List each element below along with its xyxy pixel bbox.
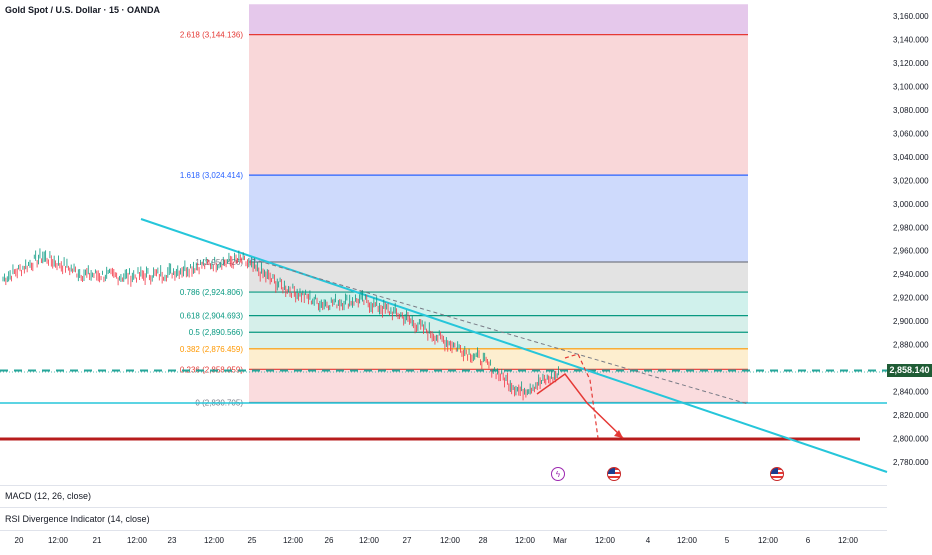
pane-divider-macd: [0, 485, 887, 486]
time-tick-label: 6: [806, 536, 811, 545]
time-tick-label: 12:00: [359, 536, 380, 545]
alt-projection-path: [564, 353, 599, 439]
rsi-label[interactable]: RSI Divergence Indicator (14, close): [5, 514, 150, 524]
time-tick-label: 12:00: [595, 536, 616, 545]
price-tick-label: 2,840.000: [893, 388, 929, 397]
pane-divider-rsi: [0, 507, 887, 508]
time-tick-label: 25: [248, 536, 257, 545]
fib-zone-1: [249, 34, 748, 176]
time-tick-label: 12:00: [515, 536, 536, 545]
fib-level-label: 1 (2,950.426): [195, 258, 243, 267]
price-tick-label: 2,820.000: [893, 411, 929, 420]
price-tick-label: 3,140.000: [893, 35, 929, 44]
time-tick-label: 28: [479, 536, 488, 545]
fib-zone-3: [249, 261, 748, 293]
chart-title: Gold Spot / U.S. Dollar · 15 · OANDA: [5, 5, 161, 15]
fib-zone-7: [249, 348, 748, 370]
time-tick-label: 12:00: [677, 536, 698, 545]
price-tick-label: 2,780.000: [893, 458, 929, 467]
current-price-label: 2,858.140: [887, 364, 932, 377]
time-tick-label: 4: [646, 536, 651, 545]
price-tick-label: 3,060.000: [893, 129, 929, 138]
time-axis-divider: [0, 530, 887, 531]
price-tick-label: 2,960.000: [893, 247, 929, 256]
time-tick-label: 12:00: [48, 536, 69, 545]
time-tick-label: 23: [168, 536, 177, 545]
projection-path: [536, 372, 624, 439]
price-tick-label: 2,900.000: [893, 317, 929, 326]
fib-level-label: 0.618 (2,904.693): [180, 312, 243, 321]
price-tick-label: 3,160.000: [893, 12, 929, 21]
price-tick-label: 2,980.000: [893, 223, 929, 232]
time-tick-label: 5: [725, 536, 730, 545]
price-tick-label: 2,880.000: [893, 341, 929, 350]
price-tick-label: 3,100.000: [893, 82, 929, 91]
time-tick-label: 12:00: [838, 536, 859, 545]
time-tick-label: 12:00: [204, 536, 225, 545]
price-tick-label: 3,020.000: [893, 176, 929, 185]
fib-zone-8: [249, 369, 748, 403]
us-flag-icon[interactable]: [770, 467, 784, 481]
time-tick-label: 21: [93, 536, 102, 545]
macd-label[interactable]: MACD (12, 26, close): [5, 491, 92, 501]
time-tick-label: 12:00: [127, 536, 148, 545]
time-tick-label: 20: [15, 536, 24, 545]
fib-level-label: 1.618 (3,024.414): [180, 171, 243, 180]
time-tick-label: Mar: [553, 536, 567, 545]
fib-level-label: 0.5 (2,890.566): [189, 328, 244, 337]
flash-icon[interactable]: ϟ: [551, 467, 565, 481]
fib-zone-5: [249, 315, 748, 333]
price-tick-label: 3,080.000: [893, 106, 929, 115]
fib-level-label: 2.618 (3,144.136): [180, 31, 243, 40]
fib-zone-0: [249, 4, 748, 35]
price-tick-label: 2,940.000: [893, 270, 929, 279]
time-tick-label: 27: [403, 536, 412, 545]
dashed-trend-projection: [251, 258, 749, 405]
price-tick-label: 2,920.000: [893, 294, 929, 303]
projection-arrowhead: [614, 430, 623, 438]
price-tick-label: 3,040.000: [893, 153, 929, 162]
time-tick-label: 26: [325, 536, 334, 545]
us-flag-icon[interactable]: [607, 467, 621, 481]
price-tick-label: 2,800.000: [893, 435, 929, 444]
time-tick-label: 12:00: [283, 536, 304, 545]
fib-level-label: 0.382 (2,876.459): [180, 345, 243, 354]
price-tick-label: 3,000.000: [893, 200, 929, 209]
fib-level-label: 0.786 (2,924.806): [180, 288, 243, 297]
descending-trendline: [140, 218, 888, 473]
time-tick-label: 12:00: [440, 536, 461, 545]
fib-zone-2: [249, 175, 748, 262]
price-tick-label: 3,120.000: [893, 59, 929, 68]
time-tick-label: 12:00: [758, 536, 779, 545]
